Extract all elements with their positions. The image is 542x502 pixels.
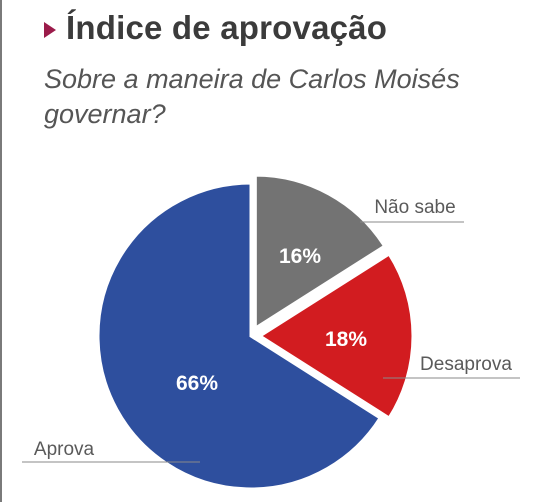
pie-slice-nao-sabe xyxy=(253,173,387,331)
chart-labels: 16% Não sabe 18% Desaprova 66% Aprova xyxy=(34,197,512,460)
pie-slice-aprova xyxy=(96,181,383,491)
slice-label-desaprova: Desaprova xyxy=(420,354,512,375)
leader-lines xyxy=(22,221,520,463)
chart-title: Índice de aprovação xyxy=(66,9,388,46)
slice-value-desaprova: 18% xyxy=(325,328,367,351)
slice-value-aprova: 66% xyxy=(176,372,218,395)
pie-slices xyxy=(96,173,415,491)
slice-value-nao-sabe: 16% xyxy=(279,245,321,268)
pie-slice-desaprova xyxy=(257,251,415,421)
triangle-bullet-icon xyxy=(44,22,56,38)
frame-border xyxy=(0,0,2,502)
slice-label-nao-sabe: Não sabe xyxy=(374,197,455,218)
chart-header: Índice de aprovação xyxy=(44,6,387,50)
slice-label-aprova: Aprova xyxy=(34,439,95,460)
chart-subtitle: Sobre a maneira de Carlos Moisés governa… xyxy=(44,64,460,129)
